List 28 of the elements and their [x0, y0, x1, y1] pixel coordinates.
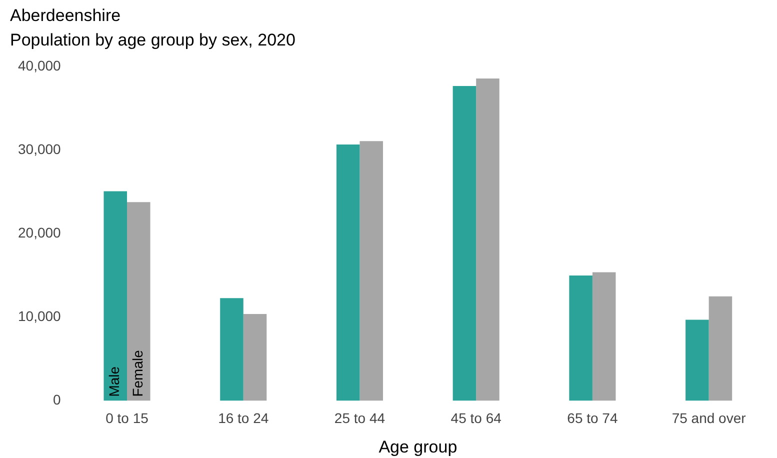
bar	[686, 320, 709, 401]
x-tick-label: 65 to 74	[567, 410, 618, 426]
x-tick-label: 25 to 44	[334, 410, 386, 426]
chart-title: Aberdeenshire	[10, 6, 121, 25]
series-label: Female	[130, 350, 146, 397]
bar	[569, 276, 592, 401]
x-tick-label: 45 to 64	[450, 410, 502, 426]
bar	[360, 141, 383, 401]
y-tick-label: 30,000	[18, 141, 62, 158]
y-tick-label: 20,000	[18, 224, 62, 241]
bar	[452, 86, 476, 401]
x-tick-label: 75 and over	[672, 410, 746, 426]
y-tick-label: 10,000	[18, 308, 62, 324]
bar	[220, 298, 244, 401]
x-tick-label: 0 to 15	[106, 410, 149, 426]
chart-subtitle: Population by age group by sex, 2020	[10, 30, 296, 50]
bar	[243, 314, 267, 401]
bar	[104, 191, 127, 401]
bar	[708, 296, 732, 401]
y-tick-label: 0	[53, 392, 62, 408]
x-tick-label: 16 to 24	[218, 410, 269, 426]
bar	[127, 202, 150, 401]
series-label: Male	[106, 366, 122, 397]
bar	[476, 78, 500, 401]
bar	[592, 272, 616, 401]
bar	[336, 144, 360, 401]
y-tick-label: 40,000	[18, 58, 62, 74]
x-axis-title: Age group	[378, 437, 458, 456]
